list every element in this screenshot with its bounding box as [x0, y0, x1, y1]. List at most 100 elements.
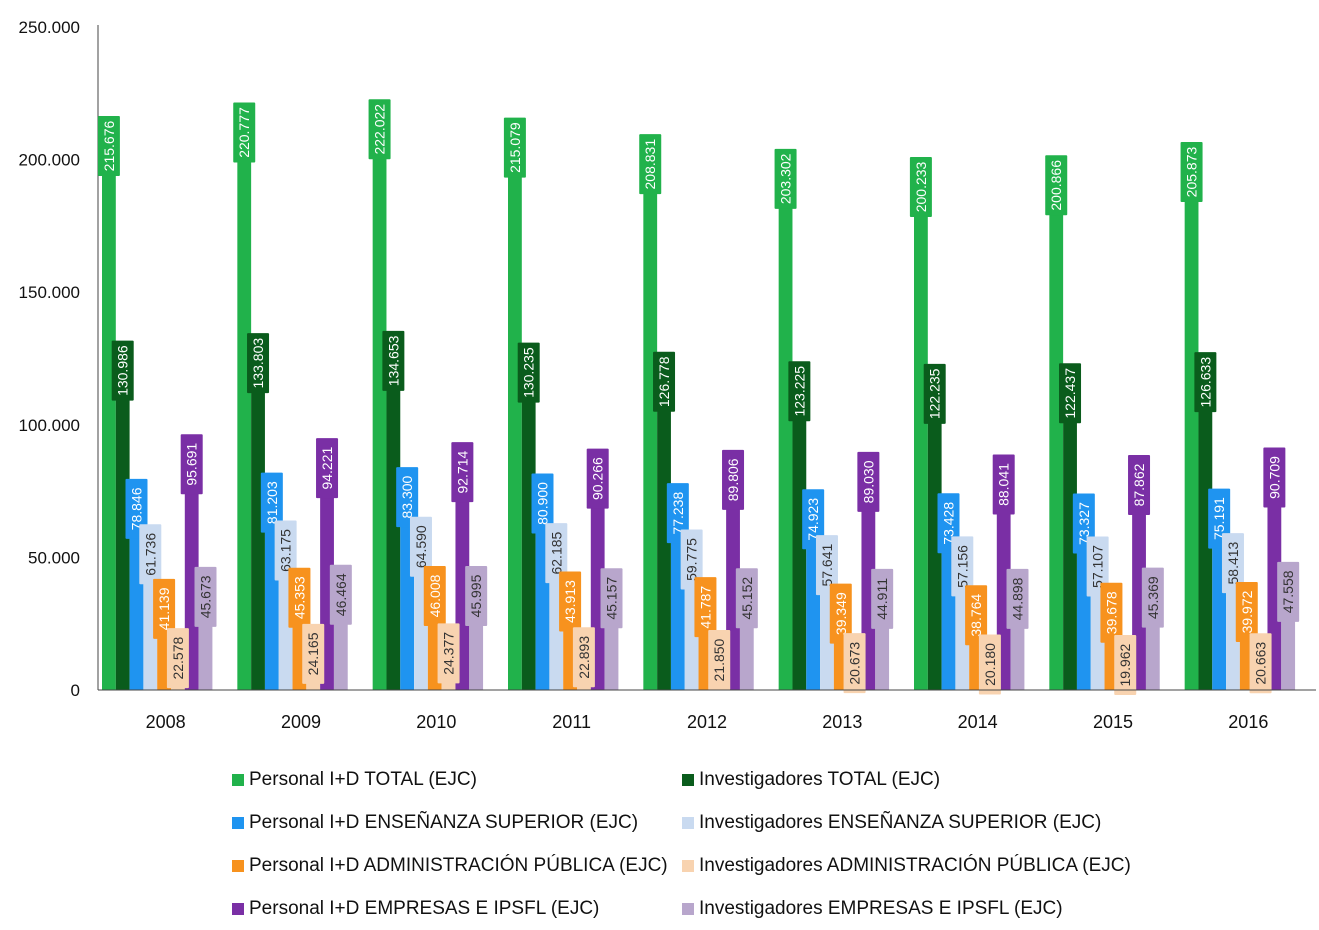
data-label-box — [437, 623, 460, 684]
bar — [778, 150, 793, 691]
data-label: 24.377 — [441, 632, 457, 675]
data-label: 24.165 — [305, 632, 321, 675]
bar — [1198, 354, 1213, 690]
bars — [102, 101, 1296, 691]
x-tick-label: 2012 — [687, 712, 727, 732]
legend-row: Personal I+D TOTAL (EJC) Investigadores … — [232, 758, 1292, 801]
legend-item: Personal I+D ADMINISTRACIÓN PÚBLICA (EJC… — [232, 855, 682, 877]
data-label: 200.233 — [913, 161, 929, 212]
data-label-box — [1277, 561, 1300, 622]
data-label: 41.139 — [156, 587, 172, 630]
data-label-box — [111, 340, 134, 401]
data-label-box — [166, 628, 189, 689]
data-label-box — [909, 156, 932, 217]
data-label: 41.787 — [697, 586, 713, 629]
data-label: 74.923 — [805, 498, 821, 541]
y-tick-label: 50.000 — [28, 548, 80, 567]
data-label-box — [1045, 155, 1068, 216]
data-label: 90.266 — [590, 457, 606, 500]
data-label: 81.203 — [264, 481, 280, 524]
data-label-box — [978, 634, 1001, 695]
data-label: 22.893 — [576, 636, 592, 679]
bar — [657, 353, 671, 690]
data-label: 203.302 — [778, 153, 794, 204]
data-label: 130.235 — [521, 347, 537, 398]
bar — [251, 335, 265, 690]
bar — [643, 136, 658, 691]
legend-row: Personal I+D ADMINISTRACIÓN PÚBLICA (EJC… — [232, 844, 1292, 887]
data-label: 20.180 — [982, 643, 998, 686]
bar — [102, 118, 116, 691]
data-label: 45.673 — [198, 575, 214, 618]
legend-swatch — [682, 816, 694, 829]
legend-label: Investigadores EMPRESAS E IPSFL (EJC) — [699, 897, 1063, 919]
data-label-box — [288, 567, 311, 628]
data-label: 205.873 — [1184, 147, 1200, 198]
data-label-box — [302, 623, 325, 684]
data-label: 39.972 — [1239, 590, 1255, 633]
legend-swatch — [232, 859, 244, 872]
data-label: 73.428 — [941, 502, 957, 545]
data-label: 59.775 — [684, 538, 700, 581]
data-label: 57.156 — [954, 545, 970, 588]
data-label: 126.778 — [656, 356, 672, 407]
legend-item: Investigadores ENSEÑANZA SUPERIOR (EJC) — [682, 812, 1101, 834]
data-label: 44.911 — [874, 578, 890, 620]
data-label-box — [829, 583, 852, 644]
data-label: 45.152 — [739, 577, 755, 620]
data-label: 215.079 — [507, 122, 523, 173]
data-label: 80.900 — [535, 482, 551, 525]
data-label-box — [1249, 633, 1272, 694]
bar — [115, 342, 130, 690]
data-label-box — [382, 330, 405, 391]
data-label-box — [871, 568, 894, 629]
data-label-box — [125, 478, 148, 539]
data-label: 89.806 — [725, 458, 741, 501]
data-label-box — [639, 134, 662, 195]
x-tick-label: 2008 — [146, 712, 186, 732]
data-label: 45.995 — [468, 574, 484, 617]
data-label: 20.673 — [847, 642, 863, 685]
data-label: 21.850 — [711, 638, 727, 681]
data-label-box — [1180, 142, 1203, 203]
data-label: 46.008 — [427, 574, 443, 617]
data-label: 61.736 — [142, 533, 158, 576]
legend-row: Personal I+D ENSEÑANZA SUPERIOR (EJC) In… — [232, 801, 1292, 844]
legend: Personal I+D TOTAL (EJC) Investigadores … — [232, 758, 1292, 930]
data-label: 39.678 — [1103, 591, 1119, 634]
bar — [914, 158, 928, 691]
bar — [386, 332, 401, 690]
bar — [1063, 365, 1077, 690]
data-label-box — [1194, 352, 1217, 413]
data-label-box — [1006, 568, 1029, 629]
data-label-box — [815, 535, 838, 596]
data-label-box — [1128, 454, 1151, 515]
data-label-box — [992, 454, 1015, 515]
data-label-box — [531, 473, 554, 534]
bar — [927, 365, 942, 690]
data-label-box — [774, 148, 797, 209]
bar — [237, 104, 252, 691]
data-label-box — [1263, 447, 1286, 508]
data-label-box — [1059, 363, 1082, 424]
x-tick-label: 2015 — [1093, 712, 1133, 732]
data-label: 39.349 — [833, 592, 849, 635]
data-label-box — [951, 536, 974, 597]
data-label-box — [1141, 567, 1164, 628]
legend-swatch — [682, 859, 694, 872]
bar — [1184, 144, 1199, 691]
data-label-box — [260, 472, 283, 533]
bar — [1132, 456, 1146, 690]
data-label: 89.030 — [860, 460, 876, 503]
legend-label: Personal I+D EMPRESAS E IPSFL (EJC) — [249, 897, 600, 919]
data-label-box — [233, 102, 256, 163]
data-label: 22.578 — [170, 637, 186, 680]
data-label-box — [843, 633, 866, 694]
y-tick-label: 250.000 — [19, 18, 80, 37]
data-label-box — [329, 564, 352, 625]
x-tick-label: 2016 — [1228, 712, 1268, 732]
data-label: 45.157 — [604, 577, 620, 620]
data-label: 90.709 — [1266, 456, 1282, 499]
legend-item: Investigadores EMPRESAS E IPSFL (EJC) — [682, 898, 1063, 920]
legend-label: Investigadores TOTAL (EJC) — [699, 768, 941, 790]
